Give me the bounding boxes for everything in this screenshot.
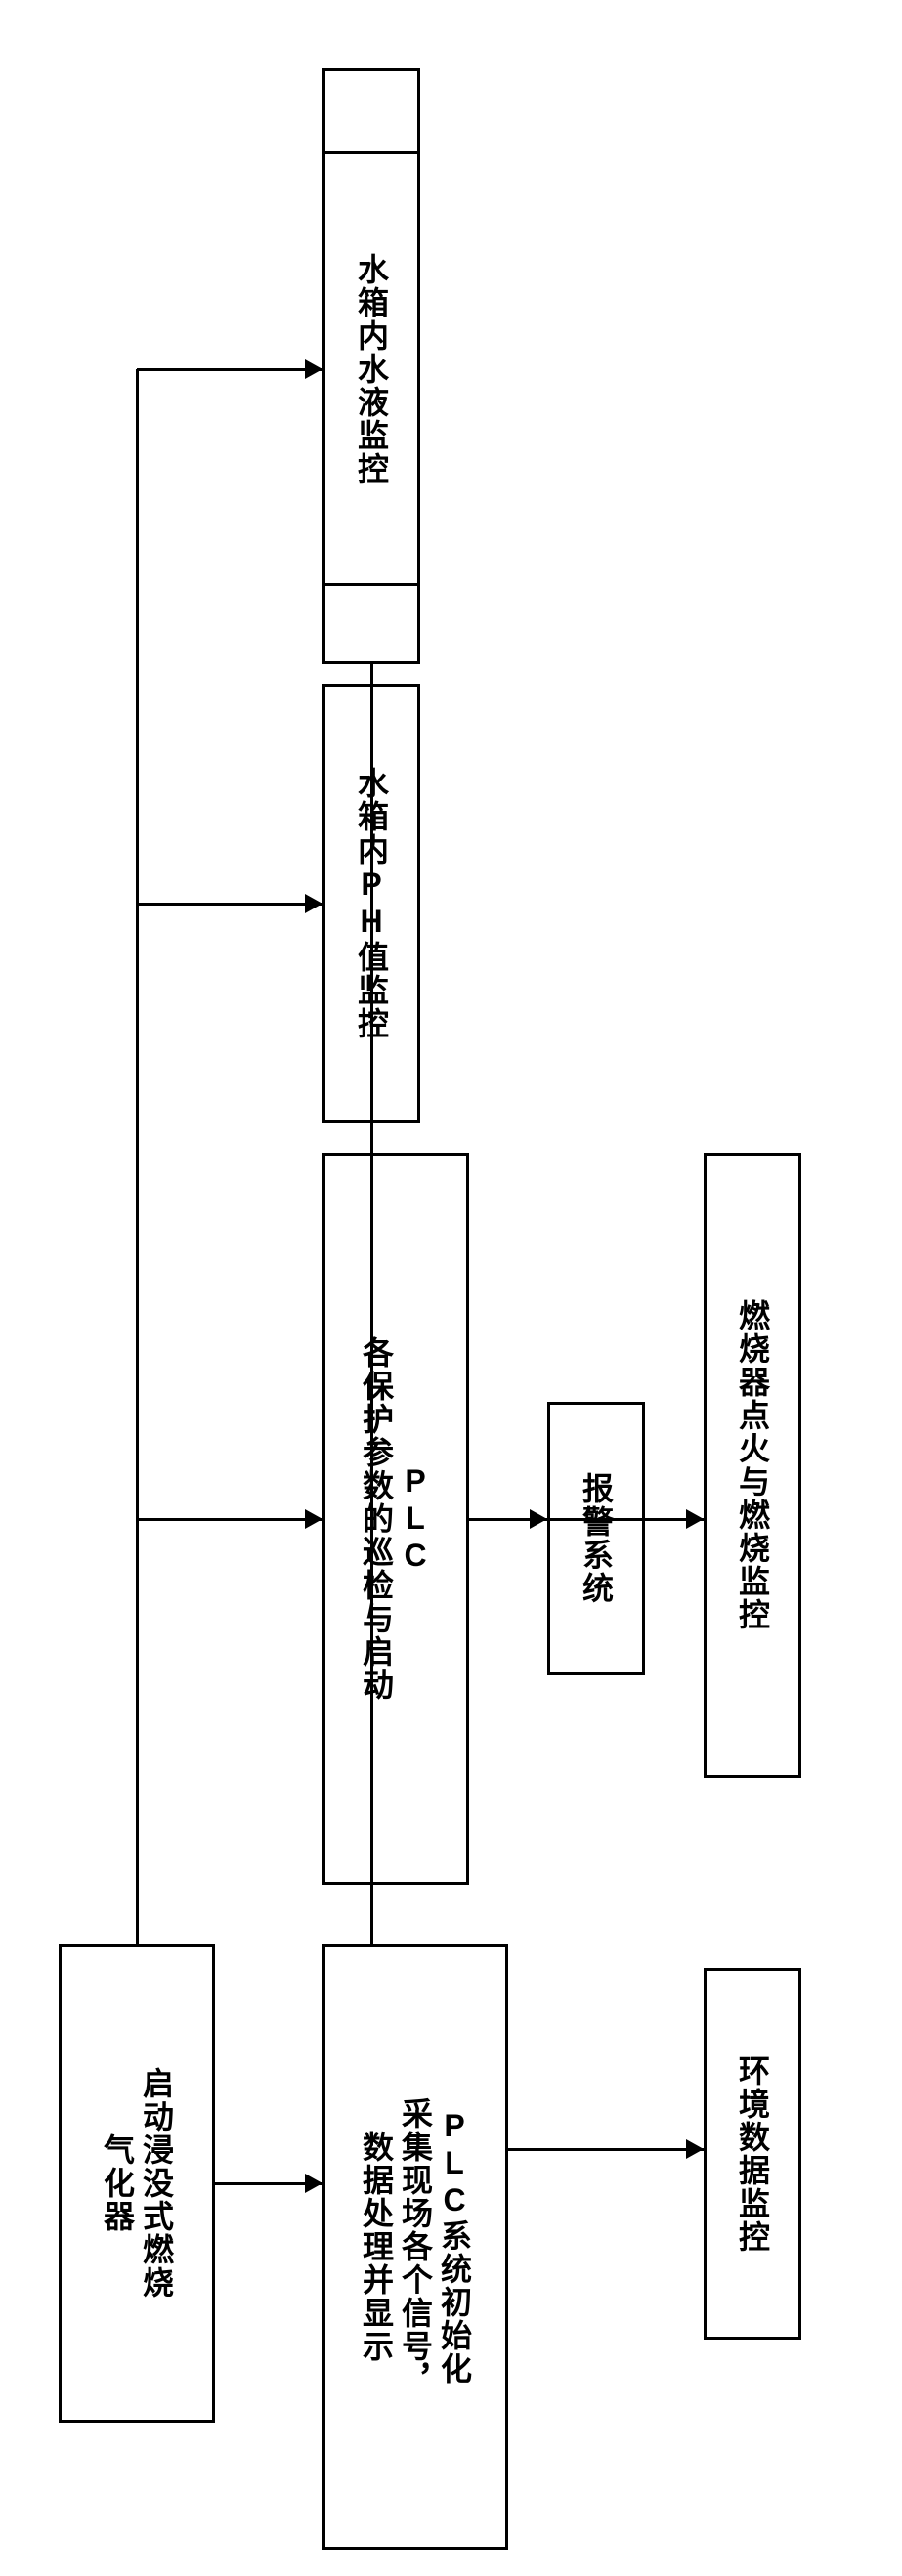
arrow-head bbox=[305, 359, 322, 379]
arrow-head bbox=[305, 1509, 322, 1529]
flowchart-canvas: 启动浸没式燃烧 气化器PLC系统初始化 采集现场各个信号， 数据处理并显示计算机… bbox=[0, 0, 902, 2576]
connector-segment bbox=[136, 369, 139, 1944]
arrow-head bbox=[305, 2174, 322, 2193]
connector-segment bbox=[469, 1518, 704, 1521]
node-label-burner: 燃烧器点火与燃烧监控 bbox=[733, 1299, 772, 1631]
node-plc_init: PLC系统初始化 采集现场各个信号， 数据处理并显示 bbox=[322, 1944, 508, 2550]
connector-segment bbox=[370, 664, 373, 1944]
connector-segment bbox=[137, 903, 322, 906]
node-label-alarm: 报警系统 bbox=[577, 1472, 616, 1605]
node-label-level_monitor: 水箱内水液监控 bbox=[352, 253, 391, 486]
connector-segment bbox=[137, 368, 322, 371]
arrow-head bbox=[686, 2139, 704, 2159]
connector-segment bbox=[508, 2148, 704, 2151]
node-start: 启动浸没式燃烧 气化器 bbox=[59, 1944, 215, 2423]
arrow-head bbox=[686, 1509, 704, 1529]
node-label-plc_check: PLC 各保护参数的巡检与启动 bbox=[357, 1336, 435, 1702]
node-label-env: 环境数据监控 bbox=[733, 2054, 772, 2254]
connector-segment bbox=[137, 1518, 322, 1521]
node-burner: 燃烧器点火与燃烧监控 bbox=[704, 1153, 801, 1778]
node-alarm: 报警系统 bbox=[547, 1402, 645, 1675]
node-env: 环境数据监控 bbox=[704, 1968, 801, 2340]
arrow-head bbox=[305, 894, 322, 913]
node-label-start: 启动浸没式燃烧 气化器 bbox=[98, 2067, 176, 2300]
node-label-plc_init: PLC系统初始化 采集现场各个信号， 数据处理并显示 bbox=[357, 2097, 474, 2396]
node-plc_check: PLC 各保护参数的巡检与启动 bbox=[322, 1153, 469, 1885]
node-level_monitor: 水箱内水液监控 bbox=[322, 151, 420, 586]
